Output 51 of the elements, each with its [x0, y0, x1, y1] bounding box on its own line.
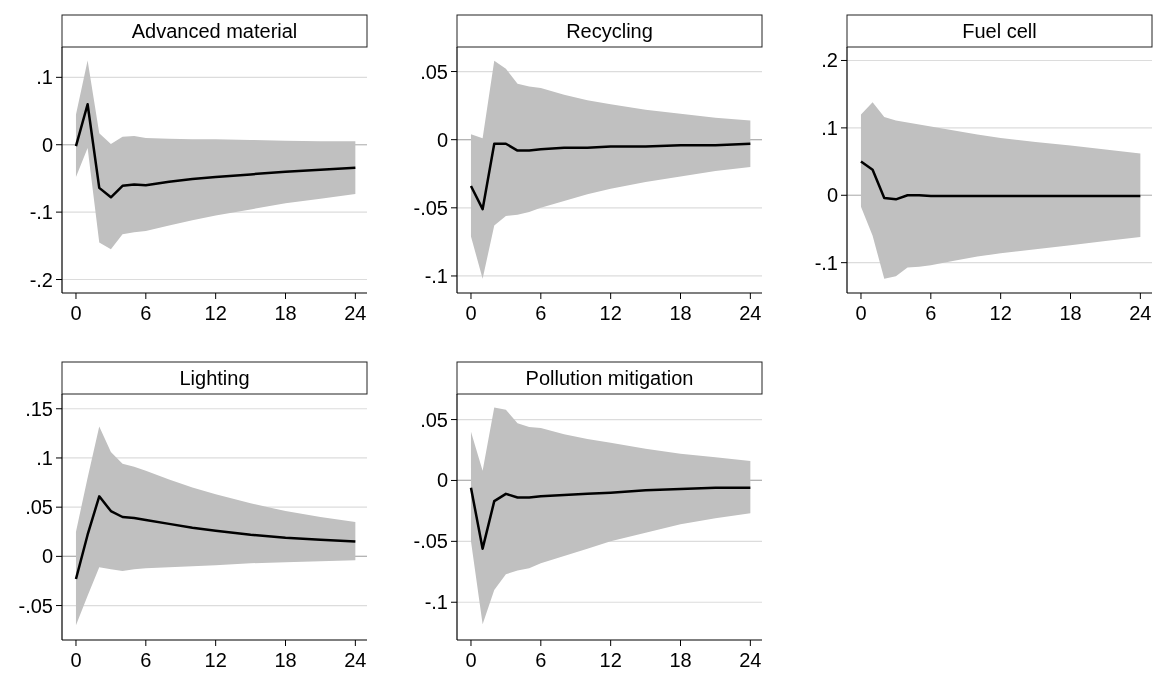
y-tick-label: 0: [436, 469, 448, 492]
x-tick-label: 12: [204, 302, 227, 324]
y-tick-label: -.05: [413, 530, 448, 553]
y-tick-label: .2: [821, 49, 838, 72]
y-tick-label: 0: [826, 184, 838, 207]
y-tick-label: -.1: [424, 591, 448, 614]
x-tick-label: 0: [465, 302, 477, 324]
x-tick-label: 24: [1129, 302, 1152, 324]
chart-title: Fuel cell: [962, 20, 1037, 42]
x-tick-label: 18: [1059, 302, 1082, 324]
chart-title: Recycling: [566, 20, 653, 42]
x-tick-label: 18: [669, 302, 692, 324]
chart-title: Pollution mitigation: [525, 367, 694, 389]
x-tick-label: 0: [70, 649, 82, 671]
y-tick-label: .05: [420, 60, 448, 83]
chart-title: Lighting: [179, 367, 250, 389]
x-tick-label: 12: [599, 302, 622, 324]
y-tick-label: -.2: [29, 268, 53, 291]
y-tick-label: -.05: [18, 594, 53, 617]
y-tick-label: .1: [36, 446, 53, 469]
y-tick-label: .15: [25, 397, 53, 420]
y-tick-label: .05: [25, 496, 53, 519]
x-tick-label: 24: [344, 649, 367, 671]
x-tick-label: 12: [204, 649, 227, 671]
y-tick-label: 0: [41, 545, 53, 568]
y-tick-label: .1: [821, 116, 838, 139]
x-tick-label: 6: [140, 649, 152, 671]
x-tick-label: 18: [669, 649, 692, 671]
y-tick-label: .1: [36, 66, 53, 89]
x-tick-label: 24: [739, 649, 762, 671]
y-tick-label: -.1: [29, 201, 53, 224]
x-tick-label: 6: [535, 302, 547, 324]
x-tick-label: 0: [70, 302, 82, 324]
x-tick-label: 12: [599, 649, 622, 671]
x-tick-label: 6: [925, 302, 937, 324]
x-tick-label: 0: [855, 302, 867, 324]
x-tick-label: 12: [989, 302, 1012, 324]
x-tick-label: 6: [140, 302, 152, 324]
y-tick-label: -.05: [413, 196, 448, 219]
x-tick-label: 24: [739, 302, 762, 324]
y-tick-label: -.1: [814, 251, 838, 274]
x-tick-label: 0: [465, 649, 477, 671]
x-tick-label: 24: [344, 302, 367, 324]
x-tick-label: 18: [274, 302, 297, 324]
x-tick-label: 18: [274, 649, 297, 671]
y-tick-label: -.1: [424, 264, 448, 287]
y-tick-label: 0: [41, 133, 53, 156]
y-tick-label: .05: [420, 408, 448, 431]
x-tick-label: 6: [535, 649, 547, 671]
chart-title: Advanced material: [131, 20, 298, 42]
y-tick-label: 0: [436, 128, 448, 151]
